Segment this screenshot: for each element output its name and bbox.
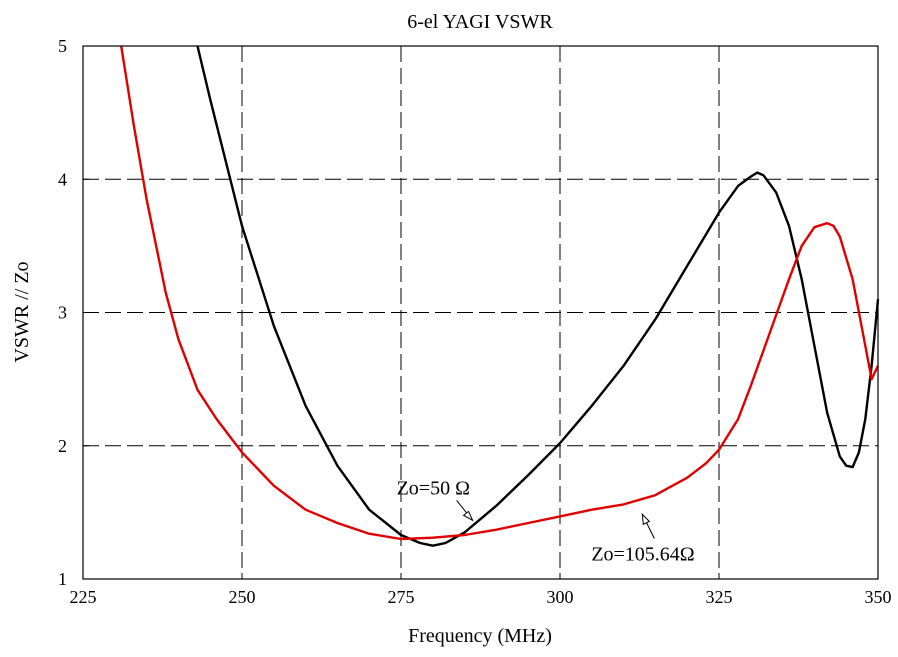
y-tick-label: 5 bbox=[58, 36, 67, 56]
grid-lines bbox=[83, 46, 878, 579]
x-tick-label: 350 bbox=[865, 587, 892, 607]
x-axis-label: Frequency (MHz) bbox=[408, 625, 552, 647]
series-line-2 bbox=[120, 45, 880, 541]
y-tick-label: 2 bbox=[58, 436, 67, 456]
annotation-arrowhead-zo105 bbox=[641, 513, 651, 526]
x-tick-label: 225 bbox=[70, 587, 97, 607]
annotation-zo105: Zo=105.64Ω bbox=[591, 543, 694, 565]
series-lines bbox=[120, 45, 880, 547]
annotations: Zo=50 Ω Zo=105.64Ω bbox=[397, 477, 695, 565]
annotation-arrowhead-zo50 bbox=[462, 510, 474, 522]
x-tick-label: 300 bbox=[547, 587, 574, 607]
series-line-1 bbox=[196, 45, 880, 547]
annotation-zo50: Zo=50 Ω bbox=[397, 477, 470, 499]
x-tick-label: 275 bbox=[388, 587, 415, 607]
x-tick-label: 250 bbox=[229, 587, 256, 607]
y-tick-label: 1 bbox=[58, 569, 67, 589]
chart-title: 6-el YAGI VSWR bbox=[407, 11, 553, 33]
y-axis-label: VSWR // Zo bbox=[11, 261, 33, 362]
y-tick-label: 3 bbox=[58, 303, 67, 323]
tick-labels: 225 250 275 300 325 350 1 2 3 4 5 bbox=[58, 36, 892, 607]
y-tick-label: 4 bbox=[58, 169, 67, 189]
x-tick-label: 325 bbox=[706, 587, 733, 607]
